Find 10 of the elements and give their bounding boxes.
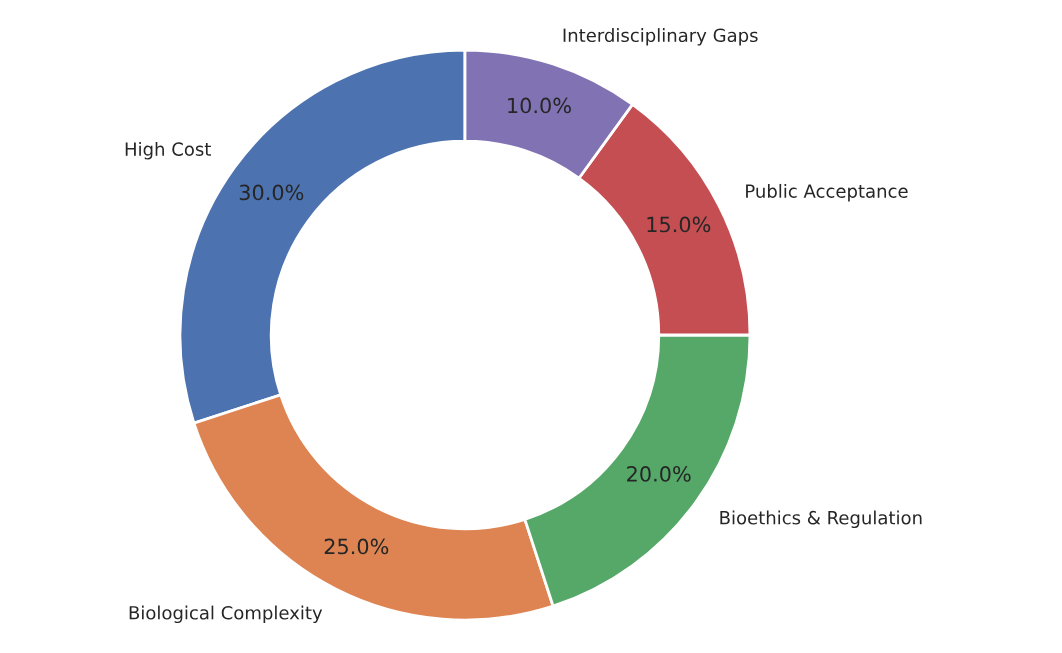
slice-label: Biological Complexity xyxy=(129,605,323,624)
data-label: 25.0% xyxy=(324,538,389,555)
slice-label: Public Acceptance xyxy=(746,183,908,202)
data-label: 30.0% xyxy=(239,184,304,201)
data-label: 10.0% xyxy=(508,97,571,114)
slice-label: High Cost xyxy=(125,141,211,160)
data-label: 15.0% xyxy=(647,216,711,233)
slice-label: Interdisciplinary Gaps xyxy=(563,28,758,46)
slice-label: Bioethics & Regulation xyxy=(720,510,922,529)
data-label: 20.0% xyxy=(627,466,691,482)
